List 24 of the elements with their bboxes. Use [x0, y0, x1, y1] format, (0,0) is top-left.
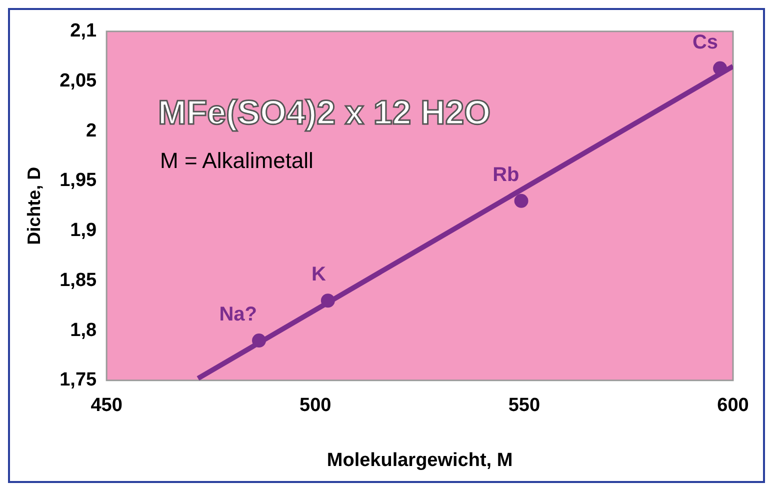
y-tick-label: 1,9 [70, 220, 97, 242]
y-tick-label: 2,1 [70, 20, 98, 42]
point [320, 294, 335, 308]
y-tick-label: 1,85 [60, 270, 98, 291]
annotation: Rb [492, 164, 520, 186]
y-tick-label: 1,8 [70, 320, 97, 341]
x-tick-label: 450 [90, 395, 122, 416]
y-tick-label: 2 [86, 120, 97, 142]
y-tick-label: 1,75 [60, 370, 98, 391]
annotation: K [311, 264, 326, 286]
x-tick-label: 550 [508, 395, 540, 416]
annotation: MFe(SO4)2 x 12 H2O [158, 94, 491, 133]
x-tick-label: 500 [300, 395, 332, 416]
x-axis-title: Molekulargewicht, M [326, 450, 513, 471]
y-axis-title: Dichte, D [24, 166, 44, 245]
point [514, 194, 528, 208]
annotation: M = Alkalimetall [160, 148, 314, 174]
x-tick-label: 600 [717, 395, 749, 416]
point [252, 334, 266, 348]
y-tick-label: 1,95 [60, 170, 98, 192]
point [713, 61, 728, 76]
annotation: Cs [692, 31, 718, 54]
annotation: Na? [219, 304, 258, 326]
y-tick-label: 2,05 [60, 70, 98, 92]
